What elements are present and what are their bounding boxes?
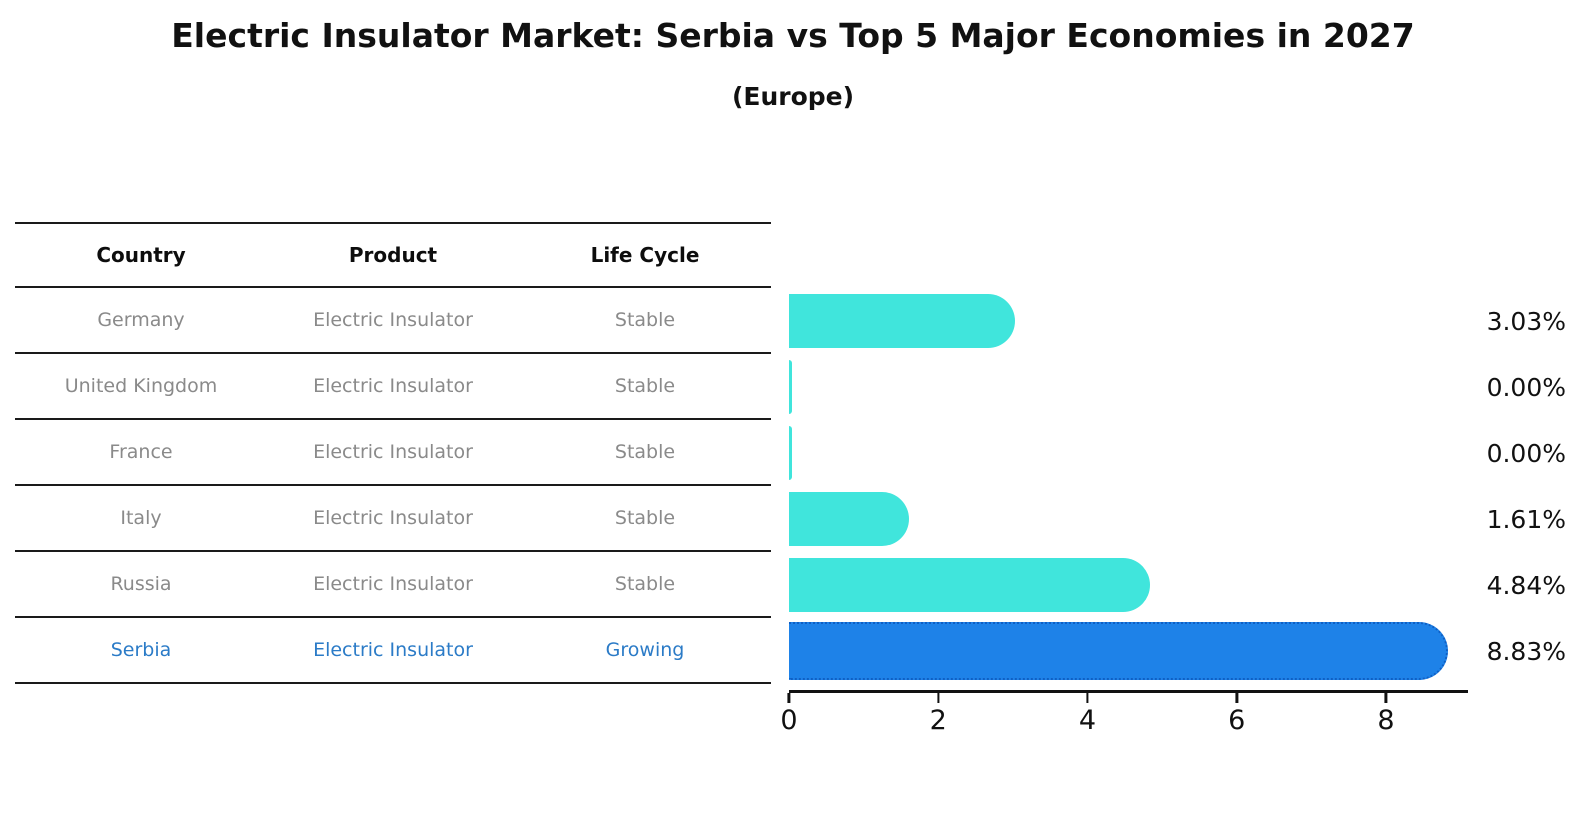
country-table: Country Product Life Cycle Germany Elect… xyxy=(15,222,771,684)
table-row: Serbia Electric Insulator Growing xyxy=(15,618,771,684)
tick-mark xyxy=(936,693,940,703)
cell-country: Serbia xyxy=(110,639,172,661)
bar-value-label: 0.00% xyxy=(1486,438,1566,468)
x-axis: 0 2 4 6 8 xyxy=(780,690,1468,740)
bars-area xyxy=(789,288,1468,684)
bar-row xyxy=(789,354,1468,420)
table-row: France Electric Insulator Stable xyxy=(15,420,771,486)
table-row: Germany Electric Insulator Stable xyxy=(15,288,771,354)
tick-mark xyxy=(787,693,791,703)
cell-lifecycle: Stable xyxy=(614,441,676,463)
tick-label: 0 xyxy=(780,705,798,736)
bar xyxy=(789,558,1151,612)
cell-lifecycle: Stable xyxy=(614,375,676,397)
tick-mark xyxy=(1235,693,1238,703)
bar-row xyxy=(789,486,1468,552)
table-header-row: Country Product Life Cycle xyxy=(15,224,771,288)
cell-lifecycle: Stable xyxy=(614,573,676,595)
x-axis-line xyxy=(789,690,1468,693)
bar xyxy=(789,492,910,546)
cell-lifecycle: Growing xyxy=(605,639,685,661)
column-header-country: Country xyxy=(96,243,186,267)
bar xyxy=(789,294,1016,348)
cell-product: Electric Insulator xyxy=(313,375,473,397)
bar-value-label: 0.00% xyxy=(1486,372,1566,402)
x-axis-tick: 0 xyxy=(780,693,798,736)
cell-lifecycle: Stable xyxy=(614,309,676,331)
table-row: Italy Electric Insulator Stable xyxy=(15,486,771,552)
table-body: Germany Electric Insulator Stable United… xyxy=(15,288,771,684)
bar-value-label: 4.84% xyxy=(1486,570,1566,600)
tick-mark xyxy=(1384,693,1388,703)
table-row: Russia Electric Insulator Stable xyxy=(15,552,771,618)
cell-product: Electric Insulator xyxy=(313,507,473,529)
bar-row xyxy=(789,420,1468,486)
bar-row xyxy=(789,552,1468,618)
cell-product: Electric Insulator xyxy=(313,441,473,463)
column-header-lifecycle: Life Cycle xyxy=(590,243,700,267)
cell-country: Russia xyxy=(110,573,172,595)
tick-label: 2 xyxy=(929,705,947,736)
cell-product: Electric Insulator xyxy=(313,309,473,331)
cell-country: Germany xyxy=(97,309,185,331)
tick-label: 4 xyxy=(1078,705,1097,736)
chart-title: Electric Insulator Market: Serbia vs Top… xyxy=(171,16,1415,55)
tick-mark xyxy=(1086,693,1089,703)
cell-product: Electric Insulator xyxy=(313,573,473,595)
bar xyxy=(789,360,792,414)
bar-value-label: 3.03% xyxy=(1486,306,1566,336)
chart-subtitle: (Europe) xyxy=(731,82,855,111)
bar-value-label: 1.61% xyxy=(1486,504,1566,534)
x-axis-tick: 8 xyxy=(1377,693,1395,736)
tick-label: 6 xyxy=(1228,705,1246,736)
x-axis-tick: 2 xyxy=(930,693,947,736)
bar xyxy=(789,622,1448,680)
value-labels: 3.03% 0.00% 0.00% 1.61% 4.84% 8.83% xyxy=(1476,288,1566,684)
bar-row xyxy=(789,288,1468,354)
x-axis-tick: 4 xyxy=(1079,693,1096,736)
cell-country: Italy xyxy=(120,507,162,529)
table-row: United Kingdom Electric Insulator Stable xyxy=(15,354,771,420)
cell-lifecycle: Stable xyxy=(614,507,676,529)
cell-product: Electric Insulator xyxy=(313,639,473,661)
cell-country: France xyxy=(109,441,173,463)
x-axis-tick: 6 xyxy=(1228,693,1245,736)
bar-value-label: 8.83% xyxy=(1486,636,1566,666)
bar-row xyxy=(789,618,1468,684)
column-header-product: Product xyxy=(348,243,438,267)
bar xyxy=(789,426,792,480)
cell-country: United Kingdom xyxy=(64,375,218,397)
tick-label: 8 xyxy=(1377,705,1395,736)
